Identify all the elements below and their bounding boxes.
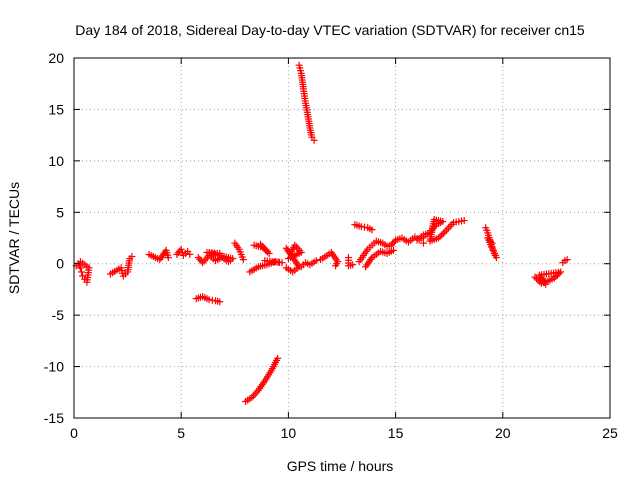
data-point [349,261,357,269]
data-point [368,226,376,234]
data-point [563,256,571,264]
data-point [436,232,444,240]
data-point [261,257,269,265]
y-tick-label: 0 [56,256,64,272]
data-point [438,231,446,239]
data-point [294,245,302,253]
data-point [488,239,496,247]
data-point [76,264,84,272]
y-tick-label: 20 [48,50,64,66]
x-tick-label: 25 [602,425,618,441]
data-point [78,268,86,276]
data-markers [72,61,571,406]
data-point [487,237,495,245]
x-tick-label: 15 [388,425,404,441]
axis-ticks: 0 5 10 15 20 25 -15 -10 -5 0 5 10 15 20 [44,50,618,441]
data-point [178,248,186,256]
y-tick-label: -10 [44,359,64,375]
x-tick-label: 0 [70,425,78,441]
x-tick-label: 5 [177,425,185,441]
y-tick-label: -5 [52,307,65,323]
y-tick-label: 10 [48,153,64,169]
data-point [186,250,194,258]
data-point [332,262,340,270]
data-point [164,254,172,262]
data-point [310,136,318,144]
x-tick-label: 20 [495,425,511,441]
x-tick-label: 10 [281,425,297,441]
data-point [389,246,397,254]
data-point [257,240,265,248]
data-point [312,257,320,265]
data-point [177,245,185,253]
data-point [542,280,550,288]
data-point [390,238,398,246]
data-point [251,390,259,398]
data-point [128,253,136,261]
y-tick-label: 15 [48,101,64,117]
data-point [550,274,558,282]
data-point [439,229,447,237]
plot-frame [73,57,611,419]
grid-layer [74,58,610,418]
data-point [284,255,292,263]
data-point [239,256,247,264]
y-axis-label: SDTVAR / TECUs [6,182,22,294]
chart-title: Day 184 of 2018, Sidereal Day-to-day VTE… [75,22,585,38]
data-point [76,258,84,266]
data-point [216,249,224,257]
data-point [460,217,468,225]
data-point [216,298,224,306]
x-axis-label: GPS time / hours [287,458,394,474]
data-point [250,392,258,400]
data-point [274,354,282,362]
data-point [419,239,427,247]
y-tick-label: 5 [56,204,64,220]
data-point [434,234,442,242]
y-tick-label: -15 [44,410,64,426]
